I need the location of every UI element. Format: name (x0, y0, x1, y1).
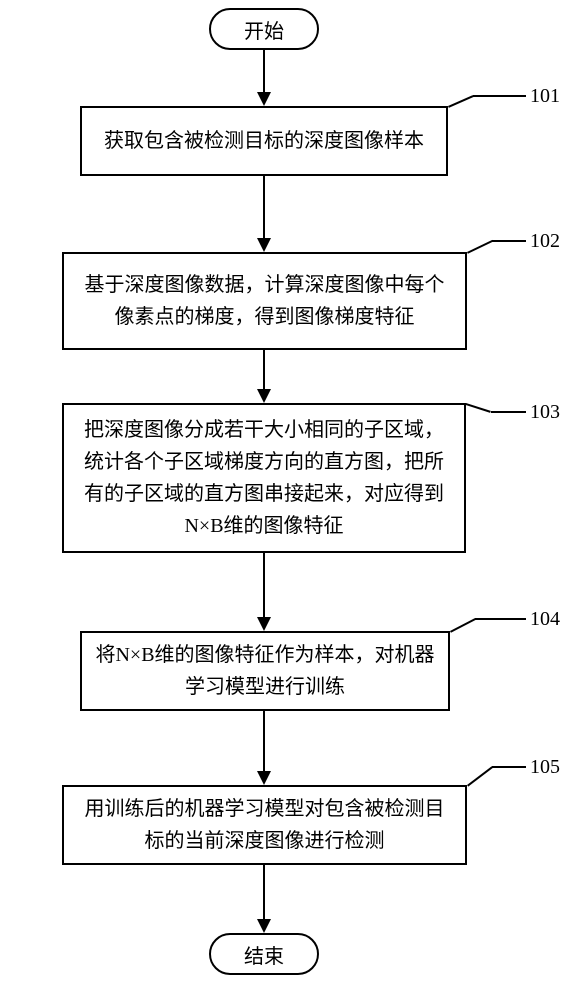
end-node: 结束 (209, 933, 319, 975)
callout-connector (492, 766, 526, 768)
callout-101: 101 (530, 85, 560, 108)
step4-text: 将N×B维的图像特征作为样本，对机器学习模型进行训练 (94, 639, 436, 703)
arrow-head-icon (257, 919, 271, 933)
callout-connector (450, 618, 476, 633)
callout-connector (465, 403, 491, 413)
step1-text: 获取包含被检测目标的深度图像样本 (104, 125, 424, 157)
step3-node: 把深度图像分成若干大小相同的子区域，统计各个子区域梯度方向的直方图，把所有的子区… (62, 403, 466, 553)
arrow-line (263, 350, 265, 391)
step1-node: 获取包含被检测目标的深度图像样本 (80, 106, 448, 176)
step2-text: 基于深度图像数据，计算深度图像中每个像素点的梯度，得到图像梯度特征 (76, 269, 453, 333)
arrow-head-icon (257, 771, 271, 785)
callout-connector (491, 411, 526, 413)
callout-connector (448, 95, 474, 108)
callout-connector (475, 618, 526, 620)
arrow-line (263, 711, 265, 773)
callout-connector (492, 240, 526, 242)
start-label: 开始 (244, 15, 284, 44)
callout-connector (467, 766, 493, 787)
arrow-head-icon (257, 617, 271, 631)
arrow-head-icon (257, 238, 271, 252)
arrow-head-icon (257, 92, 271, 106)
step5-text: 用训练后的机器学习模型对包含被检测目标的当前深度图像进行检测 (76, 793, 453, 857)
step3-text: 把深度图像分成若干大小相同的子区域，统计各个子区域梯度方向的直方图，把所有的子区… (76, 414, 452, 542)
callout-104: 104 (530, 608, 560, 631)
callout-connector (473, 95, 526, 97)
start-node: 开始 (209, 8, 319, 50)
callout-103: 103 (530, 401, 560, 424)
end-label: 结束 (244, 940, 284, 969)
arrow-line (263, 176, 265, 240)
arrow-head-icon (257, 389, 271, 403)
step5-node: 用训练后的机器学习模型对包含被检测目标的当前深度图像进行检测 (62, 785, 467, 865)
callout-105: 105 (530, 756, 560, 779)
arrow-line (263, 865, 265, 921)
step4-node: 将N×B维的图像特征作为样本，对机器学习模型进行训练 (80, 631, 450, 711)
callout-102: 102 (530, 230, 560, 253)
callout-connector (467, 240, 493, 254)
arrow-line (263, 50, 265, 94)
step2-node: 基于深度图像数据，计算深度图像中每个像素点的梯度，得到图像梯度特征 (62, 252, 467, 350)
arrow-line (263, 553, 265, 619)
